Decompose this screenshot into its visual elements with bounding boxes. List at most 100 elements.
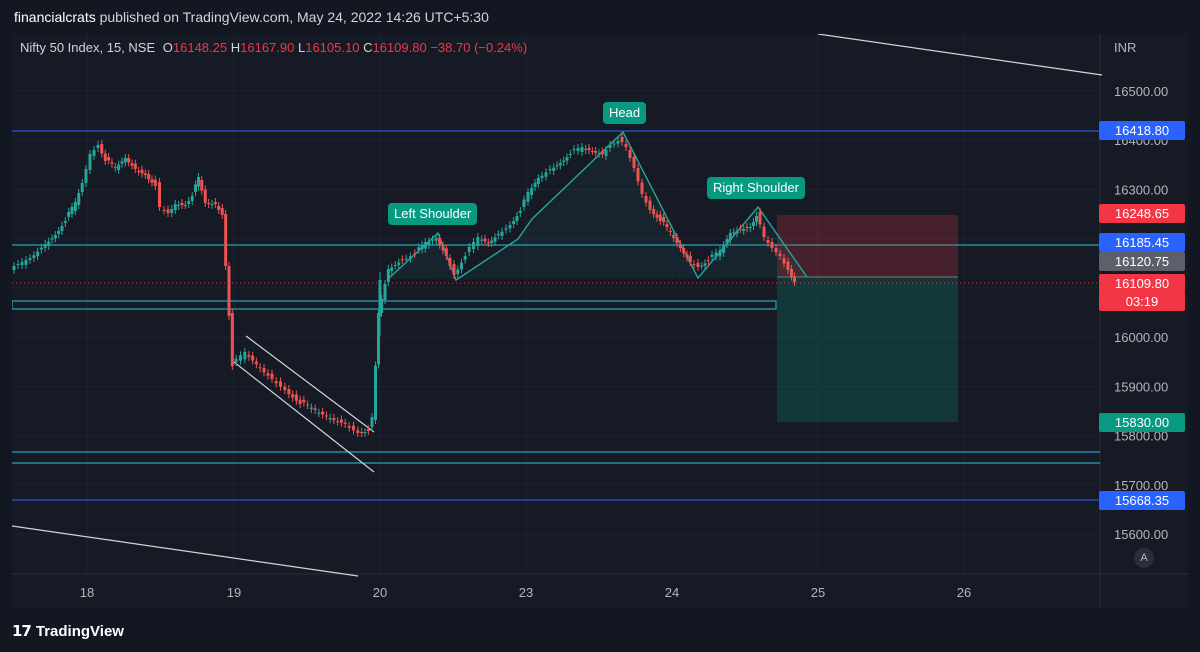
candle-body xyxy=(73,202,77,211)
candle-body xyxy=(496,234,500,236)
candle-body xyxy=(782,258,786,264)
candle-body xyxy=(774,248,778,253)
candle-body xyxy=(490,240,494,243)
close-label: C xyxy=(363,40,373,55)
symbol-name[interactable]: Nifty 50 Index, 15, NSE xyxy=(20,40,156,55)
candle-body xyxy=(616,141,620,144)
price-axis-tick: 16500.00 xyxy=(1114,84,1168,99)
candle-body xyxy=(722,245,726,253)
candle-body xyxy=(456,269,460,274)
candle-body xyxy=(324,415,328,417)
candle-body xyxy=(360,432,364,433)
candle-body xyxy=(220,208,224,215)
candle-body xyxy=(57,231,61,234)
candle-body xyxy=(688,255,692,262)
candle-body xyxy=(123,158,127,163)
open-value: 16148.25 xyxy=(172,40,228,55)
trend-line-lower[interactable] xyxy=(12,525,359,577)
candle-body xyxy=(170,209,174,213)
candle-body xyxy=(270,373,274,379)
candle-body xyxy=(668,231,672,232)
candle-body xyxy=(685,254,689,258)
channel-line-upper[interactable] xyxy=(245,335,375,433)
time-axis-tick: 18 xyxy=(80,585,94,600)
support-price-tag: 15668.35 xyxy=(1099,491,1185,510)
candle-body xyxy=(632,157,636,168)
auto-scale-button[interactable]: A xyxy=(1134,548,1154,568)
candle-body xyxy=(328,418,332,420)
candle-body xyxy=(321,411,325,415)
candle-body xyxy=(624,144,628,147)
take-profit-zone[interactable] xyxy=(777,277,958,422)
candle-body xyxy=(636,168,640,182)
candle-body xyxy=(675,237,679,243)
candle-body xyxy=(251,355,255,361)
candle-body xyxy=(100,144,104,154)
candle-body xyxy=(43,244,47,248)
candle-body xyxy=(480,239,484,241)
candle-body xyxy=(343,422,347,424)
chart-area[interactable]: 16500.00 16400.00 16300.00 16000.00 15900.00… xyxy=(12,34,1188,608)
candle-body xyxy=(254,361,258,365)
candle-body xyxy=(400,259,404,261)
candle-body xyxy=(140,169,144,174)
candle-body xyxy=(50,238,54,240)
candle-body xyxy=(47,241,51,246)
candle-body xyxy=(409,256,412,259)
candle-body xyxy=(53,235,57,239)
author-name[interactable]: financialcrats xyxy=(14,9,96,25)
time-axis-tick: 23 xyxy=(519,585,533,600)
last-price-tag: 16109.80 xyxy=(1099,274,1185,293)
candle-body xyxy=(180,203,184,205)
candle-body xyxy=(352,425,355,431)
demand-zone-box[interactable] xyxy=(12,300,777,310)
candle-body xyxy=(377,313,380,365)
currency-label: INR xyxy=(1114,40,1136,55)
candle-body xyxy=(565,157,569,161)
candle-body xyxy=(166,209,170,213)
low-label: L xyxy=(297,40,306,55)
head-label[interactable]: Head xyxy=(603,102,647,124)
candle-body xyxy=(103,153,107,161)
price-chart[interactable]: 16500.0016400.0016300.0016000.0015900.00… xyxy=(12,34,1188,608)
price-axis-tick: 15700.00 xyxy=(1114,478,1168,493)
right-shoulder-label[interactable]: Right Shoulder xyxy=(707,177,805,199)
candle-body xyxy=(728,233,732,240)
candle-body xyxy=(88,154,92,170)
tradingview-logo[interactable]: 17 TradingView xyxy=(12,622,124,640)
candle-body xyxy=(752,222,755,226)
candle-body xyxy=(568,154,572,155)
candle-body xyxy=(493,237,497,242)
candle-body xyxy=(120,161,124,164)
candle-body xyxy=(526,192,530,202)
candle-body xyxy=(655,214,659,218)
candle-body xyxy=(287,389,291,395)
candle-body xyxy=(366,429,370,431)
candle-body xyxy=(298,399,302,404)
candle-body xyxy=(790,269,793,277)
candle-body xyxy=(762,226,766,237)
candle-body xyxy=(548,169,552,171)
candle-body xyxy=(92,150,96,156)
time-axis-tick: 25 xyxy=(811,585,825,600)
candle-body xyxy=(143,173,147,175)
left-shoulder-label[interactable]: Left Shoulder xyxy=(388,203,478,225)
candle-body xyxy=(239,355,242,361)
candle-body xyxy=(20,262,24,265)
candle-body xyxy=(467,247,471,252)
candle-body xyxy=(224,214,228,266)
candle-body xyxy=(190,196,194,201)
neckline-price-tag: 16185.45 xyxy=(1099,233,1185,252)
candle-body xyxy=(96,145,100,148)
candle-body xyxy=(390,267,394,271)
channel-line-lower[interactable] xyxy=(233,361,375,473)
trend-line-upper[interactable] xyxy=(817,34,1103,76)
candle-body xyxy=(130,163,134,166)
high-value: 16167.90 xyxy=(240,40,295,55)
stop-loss-zone[interactable] xyxy=(777,215,958,277)
candle-body xyxy=(672,235,676,238)
candle-body xyxy=(552,167,556,171)
publish-info: published on TradingView.com, May 24, 20… xyxy=(99,9,489,25)
candle-body xyxy=(227,266,231,316)
